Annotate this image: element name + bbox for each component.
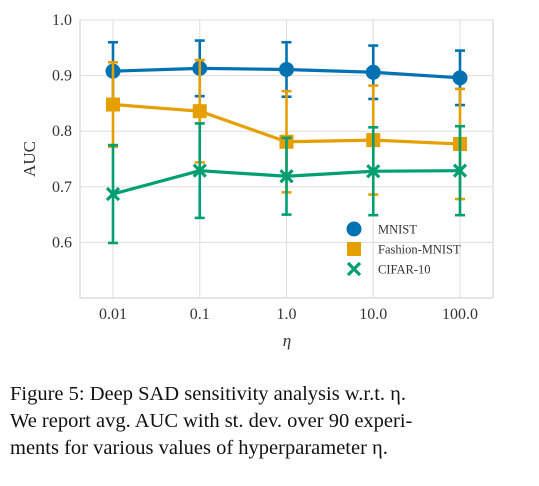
x-tick-label: 100.0 bbox=[442, 306, 478, 323]
x-axis-ticks: 0.01 0.1 1.0 10.0 100.0 bbox=[99, 306, 478, 323]
data-point bbox=[279, 61, 294, 77]
data-point bbox=[452, 70, 468, 86]
legend-marker bbox=[347, 242, 361, 256]
legend-label: MNIST bbox=[378, 223, 417, 237]
y-axis-label: AUC bbox=[20, 141, 39, 177]
caption-line-3: ments for various values of hyperparamet… bbox=[10, 437, 388, 459]
x-marker-stroke bbox=[279, 169, 294, 184]
legend-marker bbox=[346, 261, 362, 277]
y-tick-label: 0.8 bbox=[52, 123, 72, 140]
series-cifar-10 bbox=[105, 122, 468, 245]
legend-label: Fashion-MNIST bbox=[378, 243, 461, 257]
legend: MNIST Fashion-MNIST CIFAR-10 bbox=[346, 221, 461, 277]
y-axis-ticks: 0.6 0.7 0.8 0.9 1.0 bbox=[52, 12, 72, 251]
figure-caption: Figure 5: Deep SAD sensitivity analysis … bbox=[10, 381, 530, 462]
data-point bbox=[105, 186, 121, 202]
x-tick-label: 0.1 bbox=[190, 306, 210, 323]
x-tick-label: 1.0 bbox=[277, 306, 297, 323]
legend-item: MNIST bbox=[346, 221, 417, 237]
data-point bbox=[106, 97, 120, 112]
x-marker-stroke bbox=[346, 261, 362, 277]
x-marker-stroke bbox=[192, 163, 207, 178]
legend-item: Fashion-MNIST bbox=[347, 242, 461, 257]
x-tick-label: 10.0 bbox=[359, 306, 387, 323]
y-tick-label: 0.6 bbox=[52, 234, 72, 251]
x-tick-label: 0.01 bbox=[99, 306, 127, 323]
legend-marker bbox=[346, 221, 362, 237]
auc-sensitivity-chart: 0.60.70.80.91.0 0.01 0.1 1.0 10.0 100.0 AUC … bbox=[20, 12, 494, 350]
series-layer bbox=[105, 39, 468, 245]
y-tick-label: 0.9 bbox=[52, 68, 72, 85]
legend-item: CIFAR-10 bbox=[346, 261, 431, 277]
data-point bbox=[279, 169, 294, 184]
legend-label: CIFAR-10 bbox=[378, 263, 431, 277]
caption-line-1: Figure 5: Deep SAD sensitivity analysis … bbox=[10, 383, 407, 405]
y-tick-label: 1.0 bbox=[52, 12, 72, 29]
data-point bbox=[452, 163, 468, 178]
x-marker-stroke bbox=[105, 186, 121, 202]
caption-line-2: We report avg. AUC with st. dev. over 90… bbox=[10, 410, 413, 432]
x-marker-stroke bbox=[452, 163, 468, 178]
data-point bbox=[192, 163, 207, 178]
data-point bbox=[366, 164, 381, 179]
data-point bbox=[192, 104, 207, 119]
x-axis-label: η bbox=[283, 331, 291, 350]
x-marker-stroke bbox=[366, 164, 381, 179]
data-point bbox=[365, 64, 381, 80]
y-tick-label: 0.7 bbox=[52, 179, 72, 196]
